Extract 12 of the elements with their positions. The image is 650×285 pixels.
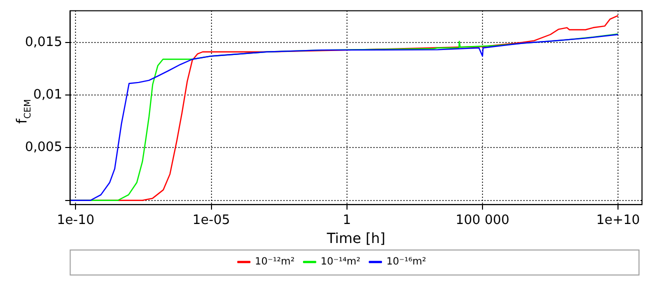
x-tick-label: 1 [342,212,352,228]
x-tick-label: 100 000 [456,212,510,228]
x-tick-label: 1e+10 [596,212,640,228]
legend-label: 10⁻¹⁴m² [320,256,360,268]
legend-label: 10⁻¹²m² [254,256,295,268]
x-tick-label: 1e-05 [192,212,230,228]
y-tick-label: 0,01 [33,87,62,102]
x-axis-title: Time [h] [326,231,386,248]
x-tick-label: 1e-10 [56,212,94,228]
y-tick-label: 0,005 [25,140,62,156]
legend-label: 10⁻¹⁶m² [386,256,426,268]
y-tick-label: 0,015 [25,34,62,50]
